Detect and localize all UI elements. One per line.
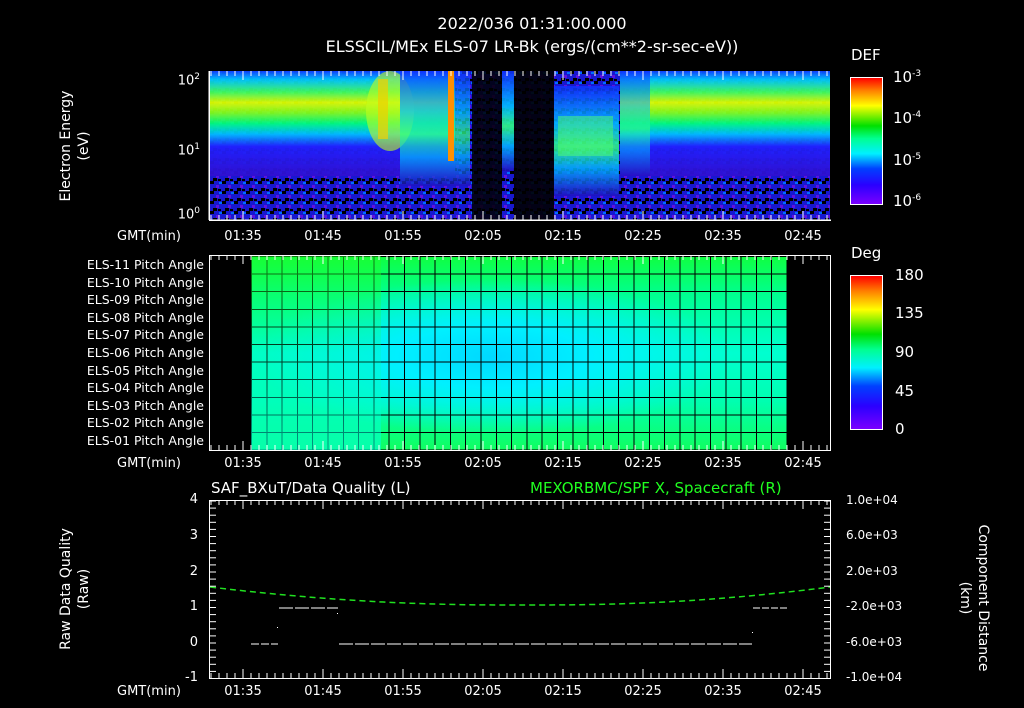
- data-quality-lines: [210, 586, 830, 645]
- def-colorbar-tick-1e-6: 10-6: [893, 192, 922, 210]
- panel3-xtick: 02:05: [464, 684, 502, 699]
- deg-colorbar-title: Deg: [851, 244, 882, 262]
- row-label-els-05: ELS-05 Pitch Angle: [86, 362, 204, 378]
- panel1-xtick: 02:05: [464, 229, 502, 244]
- panel3-xtick: 01:55: [384, 684, 422, 699]
- panel3-xtick: 02:35: [704, 684, 742, 699]
- panel1-ylabel: Electron Energy (eV): [57, 61, 93, 231]
- panel1-ytick-1: 100: [177, 206, 200, 223]
- panel3-right-ylabel-line1: Component Distance: [975, 524, 991, 672]
- row-label-els-06: ELS-06 Pitch Angle: [86, 344, 204, 360]
- panel3-ytick-left: 4: [189, 492, 198, 507]
- panel3-ytick-left: 3: [189, 528, 198, 543]
- panel3-ytick-right: 2.0e+03: [846, 564, 898, 578]
- panel3-xtick: 01:35: [224, 684, 262, 699]
- panel2-xtick: 01:45: [304, 456, 342, 471]
- panel1-ylabel-line1: Electron Energy: [58, 90, 74, 202]
- deg-colorbar-tick-135: 135: [895, 304, 924, 322]
- panel2-xtick: 01:35: [224, 456, 262, 471]
- panel3-ytick-right: 1.0e+04: [846, 493, 898, 507]
- panel1-xtick: 01:55: [384, 229, 422, 244]
- panel1-xtick: 01:35: [224, 229, 262, 244]
- row-label-els-10: ELS-10 Pitch Angle: [86, 274, 204, 290]
- pitch-angle-left-tint: [251, 256, 381, 450]
- panel1-xtick: 01:45: [304, 229, 342, 244]
- panel3-right-ylabel-line2: (km): [957, 581, 973, 615]
- deg-colorbar-tick-45: 45: [895, 382, 915, 400]
- row-label-els-08: ELS-08 Pitch Angle: [86, 309, 204, 325]
- panel2-xtick: 02:35: [704, 456, 742, 471]
- deg-colorbar-tick-180: 180: [895, 266, 924, 284]
- energy-spectrogram-frame: [209, 71, 831, 221]
- panel2-xlabel: GMT(min): [117, 456, 181, 471]
- panel2-xtick: 02:15: [544, 456, 582, 471]
- panel1-xtick: 02:45: [784, 229, 822, 244]
- panel2-xtick: 02:25: [624, 456, 662, 471]
- panel3-left-title: SAF_BXuT/Data Quality (L): [211, 479, 411, 497]
- row-label-els-04: ELS-04 Pitch Angle: [86, 380, 204, 396]
- def-colorbar-tick-1e-5: 10-5: [893, 151, 922, 169]
- panel3-left-ylabel-line2: (Raw): [76, 568, 92, 610]
- deg-colorbar: [850, 275, 883, 430]
- panel3-ytick-left: -1: [185, 670, 198, 685]
- pitch-angle-panel: [209, 255, 831, 451]
- row-label-els-07: ELS-07 Pitch Angle: [86, 327, 204, 343]
- panel2-xtick: 01:55: [384, 456, 422, 471]
- panel3-left-ylabel-line1: Raw Data Quality: [58, 528, 74, 650]
- panel3-xlabel: GMT(min): [117, 684, 181, 699]
- energy-spectrogram-panel: [210, 71, 830, 221]
- def-colorbar-tick-1e-3: 10-3: [893, 68, 922, 86]
- row-label-els-02: ELS-02 Pitch Angle: [86, 415, 204, 431]
- deg-colorbar-tick-0: 0: [895, 420, 905, 438]
- panel3-right-title: MEXORBMC/SPF X, Spacecraft (R): [530, 479, 782, 497]
- panel3-right-ylabel: Component Distance (km): [956, 513, 992, 683]
- row-label-els-03: ELS-03 Pitch Angle: [86, 397, 204, 413]
- plot-subtitle: ELSSCIL/MEx ELS-07 LR-Bk (ergs/(cm**2-sr…: [325, 37, 739, 56]
- panel3-xtick: 02:25: [624, 684, 662, 699]
- panel3-ytick-right: -1.0e+04: [846, 670, 903, 684]
- panel1-ylabel-line2: (eV): [76, 131, 92, 161]
- deg-colorbar-tick-90: 90: [895, 343, 915, 361]
- panel2-xtick: 02:05: [464, 456, 502, 471]
- panel2-xtick: 02:45: [784, 456, 822, 471]
- panel3-xtick: 02:45: [784, 684, 822, 699]
- row-label-els-01: ELS-01 Pitch Angle: [86, 432, 204, 448]
- panel1-ytick-10: 101: [177, 142, 200, 159]
- panel3-ytick-right: -6.0e+03: [846, 635, 903, 649]
- panel1-xtick: 02:35: [704, 229, 742, 244]
- panel1-xtick: 02:15: [544, 229, 582, 244]
- def-colorbar-tick-1e-4: 10-4: [893, 109, 922, 127]
- panel3-ytick-left: 0: [189, 635, 198, 650]
- data-quality-panel: [209, 500, 831, 679]
- panel3-left-ylabel: Raw Data Quality (Raw): [57, 509, 93, 669]
- panel3-ytick-right: 6.0e+03: [846, 528, 898, 542]
- panel3-ytick-right: -2.0e+03: [846, 599, 903, 613]
- panel3-ytick-left: 2: [189, 564, 198, 579]
- panel1-ytick-100: 102: [177, 72, 200, 89]
- row-label-els-09: ELS-09 Pitch Angle: [86, 292, 204, 308]
- pitch-angle-row-labels: ELS-11 Pitch Angle ELS-10 Pitch Angle EL…: [40, 256, 204, 450]
- panel3-ytick-left: 1: [189, 599, 198, 614]
- row-label-els-11: ELS-11 Pitch Angle: [86, 257, 204, 272]
- panel1-xtick: 02:25: [624, 229, 662, 244]
- energy-spectrogram: [210, 71, 830, 221]
- def-colorbar-title: DEF: [851, 46, 881, 64]
- plot-timestamp: 2022/036 01:31:00.000: [437, 14, 627, 33]
- panel3-xtick: 02:15: [544, 684, 582, 699]
- panel1-xlabel: GMT(min): [117, 229, 181, 244]
- panel3-xtick: 01:45: [304, 684, 342, 699]
- def-colorbar: [850, 77, 883, 205]
